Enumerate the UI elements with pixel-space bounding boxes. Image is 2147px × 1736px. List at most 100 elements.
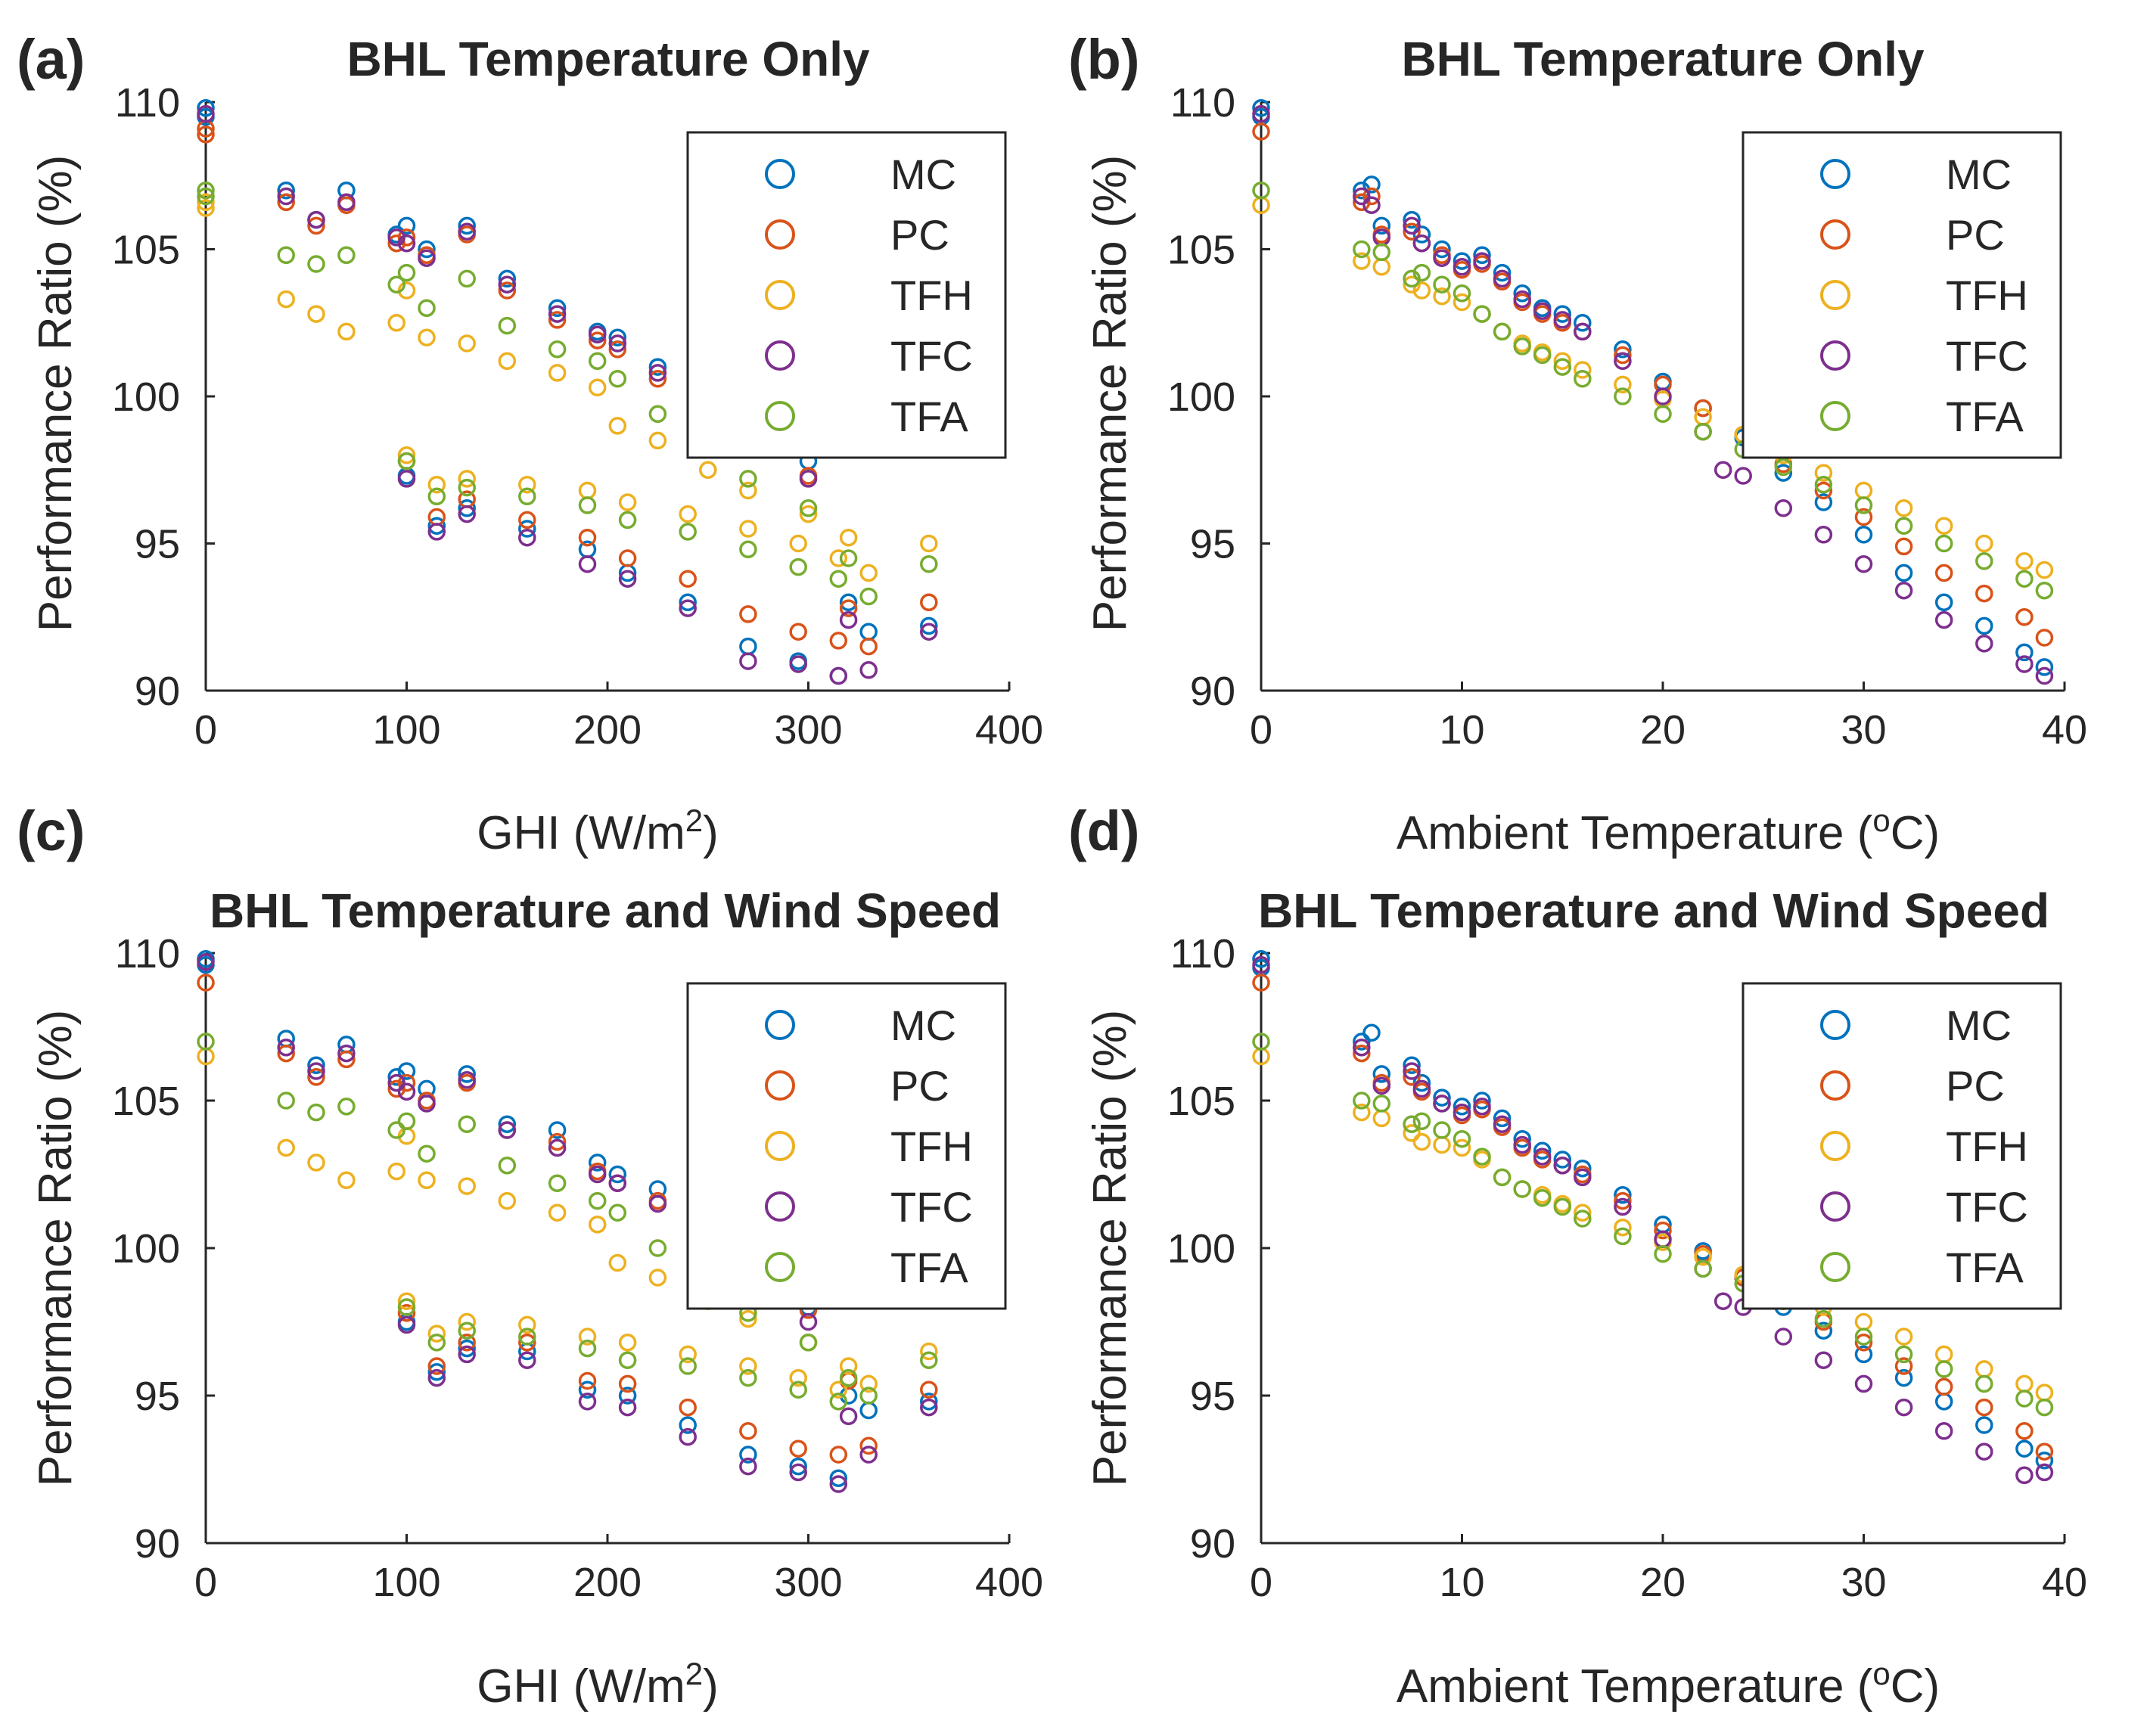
data-point-tfh-a	[277, 290, 295, 309]
data-point-mc-b	[2015, 643, 2034, 662]
data-point-pc-d	[1403, 1068, 1421, 1086]
legend-marker-tfc-c	[765, 1191, 795, 1222]
data-point-tfc-b	[1574, 322, 1592, 341]
x-axis-label-a-tail: )	[703, 807, 719, 859]
y-tick-label-b: 105	[1167, 228, 1235, 273]
x-tick-label-a: 200	[573, 707, 642, 753]
data-point-mc-d	[1252, 950, 1270, 968]
data-point-tfc-c	[608, 1174, 627, 1192]
data-point-tfa-a	[679, 523, 697, 541]
data-point-tfh-c	[588, 1216, 607, 1234]
data-point-tfa-c	[458, 1115, 476, 1133]
data-point-tfh-b	[1574, 361, 1592, 379]
data-point-tfc-d	[1252, 955, 1270, 974]
data-point-tfc-a	[829, 666, 848, 685]
data-point-pc-a	[839, 599, 858, 617]
data-point-tfa-c	[498, 1157, 517, 1175]
data-point-tfc-a	[739, 652, 757, 670]
data-point-tfh-b	[1453, 293, 1471, 312]
data-point-tfh-a	[427, 475, 446, 494]
data-point-tfa-c	[920, 1351, 938, 1369]
data-point-tfa-b	[1372, 243, 1391, 262]
legend-marker-tfa-c	[765, 1252, 795, 1282]
data-point-mc-d	[1493, 1109, 1512, 1128]
x-tick-label-c: 0	[194, 1560, 217, 1605]
data-point-pc-b	[1694, 399, 1712, 418]
x-tick-label-b: 0	[1250, 707, 1272, 753]
data-point-tfc-c	[277, 1039, 295, 1057]
data-point-tfh-c	[578, 1328, 597, 1346]
data-point-mc-d	[1403, 1056, 1421, 1074]
x-axis-label-a-main: GHI (W/m	[477, 807, 685, 859]
y-axis-label-a: Performance Ratio (%)	[30, 155, 82, 632]
data-point-pc-b	[1854, 508, 1873, 526]
x-tick-label-a: 0	[194, 707, 217, 753]
data-point-tfc-b	[1814, 526, 1833, 544]
data-point-tfc-d	[1453, 1103, 1471, 1122]
data-point-tfh-b	[1614, 375, 1632, 394]
data-point-tfa-c	[307, 1103, 325, 1122]
data-point-mc-c	[829, 1469, 848, 1487]
data-point-pc-a	[679, 570, 697, 588]
data-point-tfa-a	[739, 470, 757, 488]
y-tick-label-d: 95	[1190, 1374, 1235, 1419]
data-point-tfh-b	[2035, 561, 2054, 579]
data-point-pc-a	[307, 216, 325, 235]
plot-area-a: 0 100 200 300 400 90 95 100 105 110 MC PC TFH TFC TFA	[112, 80, 1043, 753]
data-point-tfh-b	[1353, 252, 1371, 270]
data-point-tfc-a	[859, 661, 878, 679]
legend-d	[1742, 982, 2062, 1310]
data-point-tfc-b	[1975, 635, 1993, 653]
legend-label-tfh-a: TFH	[890, 272, 973, 319]
data-point-tfa-c	[839, 1368, 858, 1387]
data-point-tfh-d	[1353, 1103, 1371, 1122]
data-point-tfh-a	[608, 417, 627, 435]
legend-label-mc-a: MC	[890, 151, 956, 198]
x-tick-label-d: 30	[1841, 1560, 1886, 1605]
data-point-tfc-a	[427, 523, 446, 541]
x-tick-label-b: 10	[1439, 707, 1484, 753]
chart-title-a: BHL Temperature Only	[346, 32, 870, 86]
data-point-mc-d	[1473, 1092, 1491, 1110]
data-point-pc-a	[920, 593, 938, 612]
chart-title-c: BHL Temperature and Wind Speed	[210, 884, 1001, 938]
data-point-tfc-d	[1353, 1039, 1371, 1057]
data-point-tfc-c	[548, 1138, 567, 1157]
data-point-tfc-d	[1553, 1157, 1572, 1175]
data-point-tfc-c	[839, 1407, 858, 1426]
data-point-tfh-a	[829, 549, 848, 567]
y-axis-label-c: Performance Ratio (%)	[30, 1010, 82, 1487]
x-axis-label-c-main: GHI (W/m	[477, 1660, 685, 1713]
legend-label-mc-d: MC	[1946, 1002, 2012, 1049]
data-point-tfc-a	[197, 104, 215, 123]
data-point-tfa-b	[1353, 240, 1371, 259]
y-tick-label-c: 110	[115, 931, 180, 977]
data-point-pc-d	[1934, 1377, 1953, 1396]
data-point-tfa-d	[1814, 1309, 1833, 1328]
data-point-tfc-c	[920, 1398, 938, 1417]
data-point-mc-b	[1453, 252, 1471, 270]
x-tick-label-c: 400	[975, 1560, 1043, 1605]
legend-b	[1742, 131, 2062, 459]
legend-label-tfc-b: TFC	[1946, 332, 2028, 380]
legend-label-tfc-a: TFC	[890, 332, 973, 380]
x-tick-label-d: 0	[1250, 1560, 1272, 1605]
data-point-tfc-b	[1362, 196, 1381, 214]
data-point-tfa-b	[1574, 369, 1592, 388]
data-point-tfc-b	[1894, 581, 1913, 600]
legend-marker-tfa-b	[1820, 401, 1850, 431]
data-point-tfh-d	[1453, 1138, 1471, 1157]
y-tick-label-b: 90	[1190, 669, 1235, 714]
data-point-tfa-d	[1574, 1210, 1592, 1228]
data-point-tfa-a	[829, 570, 848, 588]
data-point-tfc-c	[799, 1312, 818, 1331]
data-point-pc-c	[578, 1371, 597, 1390]
legend-label-tfa-d: TFA	[1946, 1244, 2024, 1291]
x-axis-label-d-sup: o	[1872, 1656, 1890, 1691]
data-point-mc-a	[418, 240, 436, 259]
data-point-mc-b	[1252, 99, 1270, 117]
data-point-tfh-c	[458, 1312, 476, 1331]
data-point-tfa-a	[608, 369, 627, 388]
x-axis-label-c-tail: )	[703, 1660, 719, 1713]
data-point-tfc-b	[1614, 352, 1632, 371]
